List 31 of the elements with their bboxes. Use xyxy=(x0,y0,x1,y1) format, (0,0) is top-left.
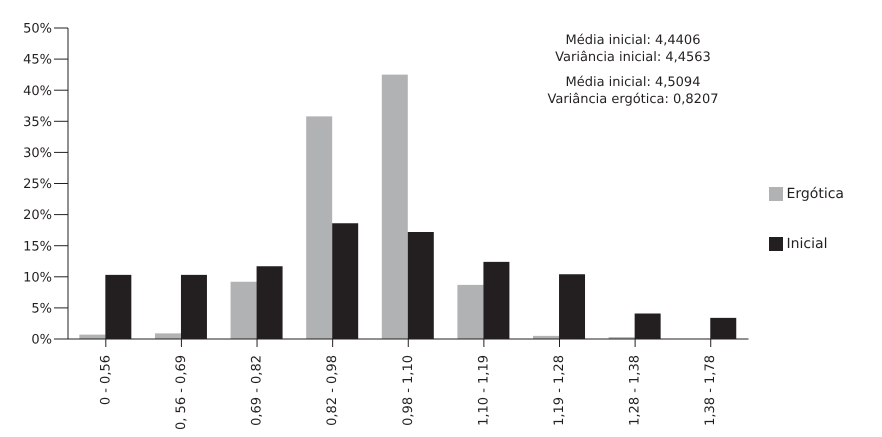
x-tick-label: 0 - 0,56 xyxy=(98,355,114,406)
y-tick-label: 15% xyxy=(23,239,52,254)
bar xyxy=(79,334,106,339)
annotation: Média inicial: 4,5094 xyxy=(564,74,702,91)
y-tick-label: 20% xyxy=(23,208,52,224)
x-tick-label: 0,82 - 0,98 xyxy=(325,355,340,426)
legend-label: Inicial xyxy=(786,236,828,252)
bar xyxy=(306,116,332,339)
y-tick-label: 25% xyxy=(23,177,52,192)
x-tick-label: 0,69 - 0,82 xyxy=(250,355,265,426)
x-tick-label: 1,19 - 1,28 xyxy=(552,355,567,426)
y-tick-label: 10% xyxy=(23,270,52,286)
annotation: Média inicial: 4,4406 xyxy=(564,32,702,49)
y-tick-label: 0% xyxy=(31,332,52,348)
annotation: Variância inicial: 4,4563 xyxy=(554,49,712,66)
bar xyxy=(382,74,408,339)
y-tick-label: 40% xyxy=(23,84,52,99)
y-tick-label: 5% xyxy=(31,302,52,317)
x-tick-label: 1,38 - 1,78 xyxy=(703,355,718,426)
bar xyxy=(230,282,257,339)
x-tick-label: 1,28 - 1,38 xyxy=(628,355,643,426)
bar xyxy=(457,284,484,339)
x-tick-label: 1,10 - 1,19 xyxy=(476,355,492,426)
annotation: Variância ergótica: 0,8207 xyxy=(546,91,720,108)
y-tick-label: 30% xyxy=(23,146,52,162)
legend-label: Ergótica xyxy=(786,186,844,202)
y-tick-label: 50% xyxy=(23,22,52,37)
x-tick-label: 0, 56 - 0,69 xyxy=(174,355,189,430)
y-tick-label: 35% xyxy=(23,114,52,130)
x-tick-label: 0,98 - 1,10 xyxy=(400,355,416,426)
y-tick-label: 45% xyxy=(23,52,52,68)
